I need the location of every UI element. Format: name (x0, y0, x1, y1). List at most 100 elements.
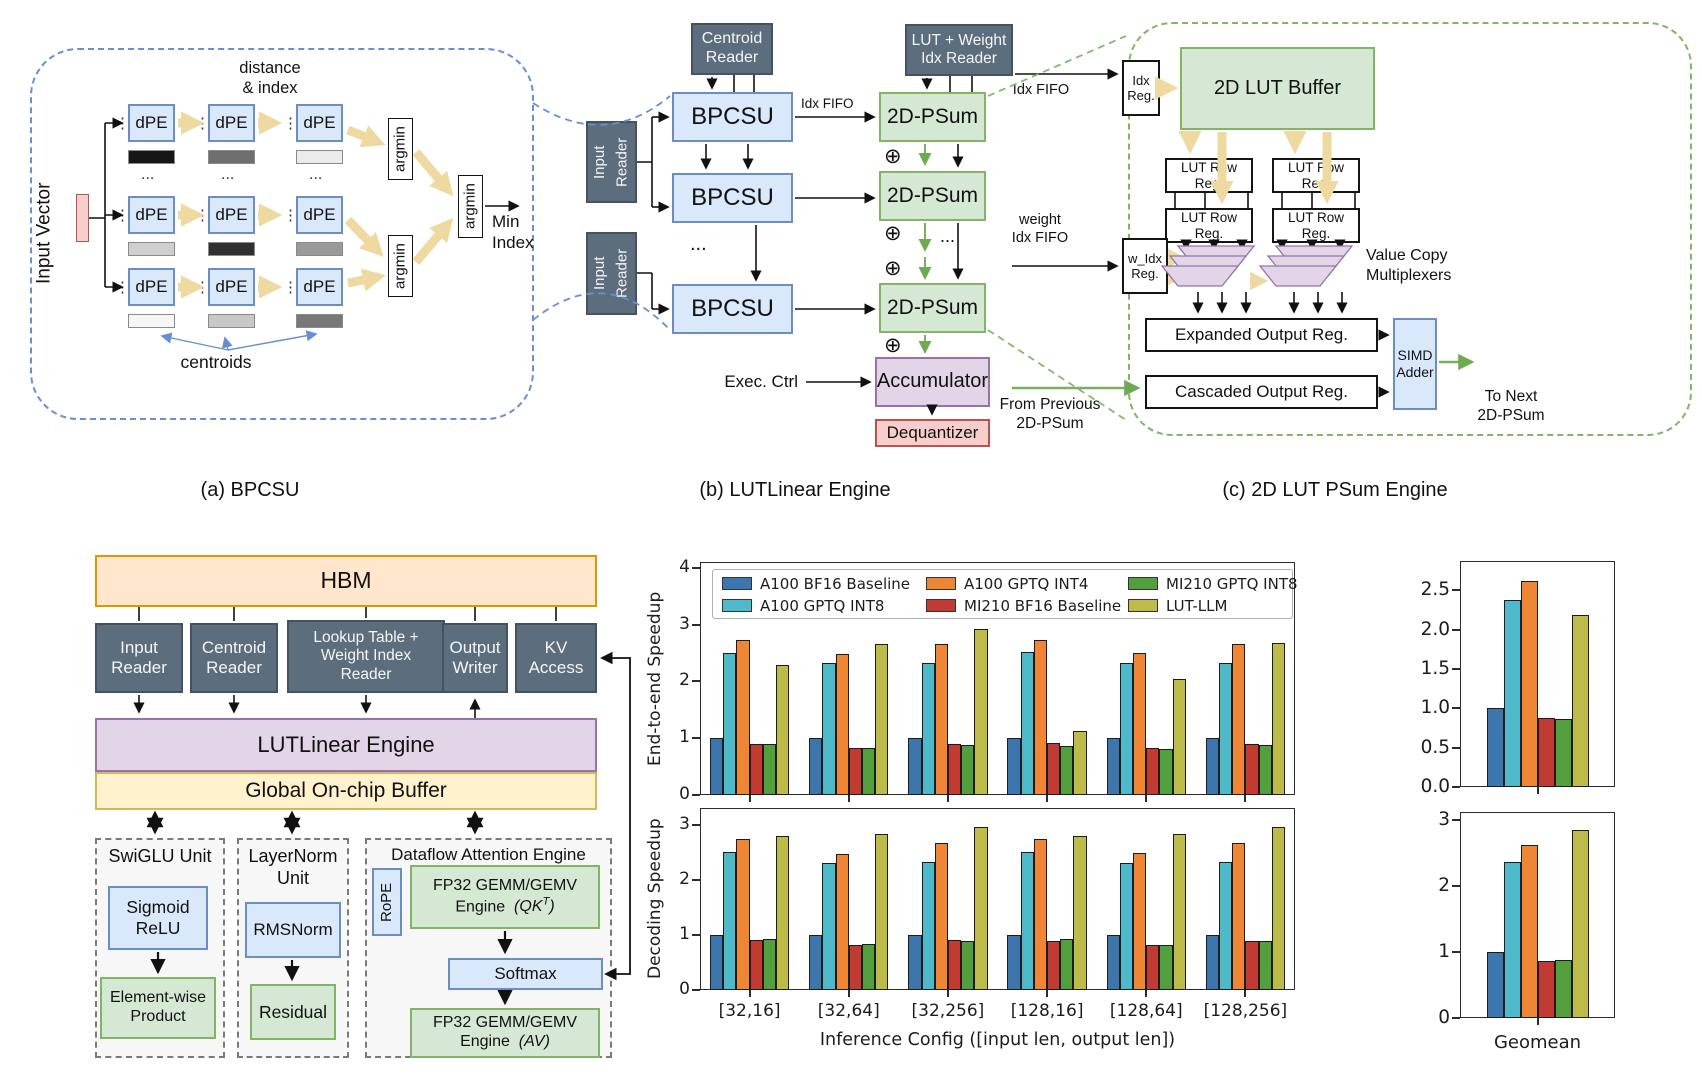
y-tick-label: 1.5 (1420, 657, 1450, 679)
bar (947, 743, 962, 795)
bar (1271, 642, 1285, 795)
soc-reader-line: Output (449, 637, 501, 657)
bar (875, 644, 889, 795)
bpcsu-box-1: BPCSU (672, 92, 793, 142)
centroid-bar (208, 242, 255, 256)
input-reader-box-2: Input Reader (586, 232, 637, 315)
swiglu-title: SwiGLU Unit (108, 846, 212, 866)
bar (1258, 940, 1272, 990)
bar (1119, 862, 1134, 990)
bar (934, 643, 948, 795)
bar (723, 652, 737, 795)
expanded-output-reg-box: Expanded Output Reg. (1145, 318, 1378, 352)
bar (1245, 940, 1259, 990)
bar (1503, 862, 1521, 1018)
bar (875, 834, 889, 990)
bar (1245, 743, 1259, 795)
bar (1060, 746, 1074, 795)
bar (1073, 835, 1087, 990)
y-tick-mark (692, 823, 700, 826)
y-tick-label: 3 (679, 813, 690, 834)
y-tick-mark (1452, 1017, 1460, 1019)
soc-reader-line: Input (120, 637, 158, 657)
bar (1033, 639, 1048, 795)
centroid-bar (296, 150, 343, 164)
x-tick-label: [128,16] (1010, 1001, 1084, 1021)
argmin-box-final: argmin (458, 175, 483, 238)
y-tick-label: 1 (1438, 940, 1450, 962)
soc-reader-line: Reader (111, 658, 167, 677)
bar (961, 940, 975, 990)
soc-reader-line: Access (528, 658, 584, 677)
elementwise-product-box: Element-wise Product (100, 977, 216, 1039)
soc-output-writer-box: Output Writer (442, 623, 508, 693)
argmin-box-1: argmin (388, 118, 413, 180)
x-tick-label: [32,256] (911, 1001, 985, 1021)
dequantizer-box: Dequantizer (875, 419, 990, 447)
legend-label: MI210 BF16 Baseline (964, 597, 1122, 615)
y-tick-mark (692, 794, 700, 796)
y-tick-label: 2 (679, 868, 690, 889)
bar (1537, 960, 1555, 1018)
bar (1007, 934, 1021, 990)
legend-label: A100 GPTQ INT4 (964, 575, 1089, 593)
bar (736, 839, 750, 990)
x-tick-label: [128,256] (1203, 1001, 1288, 1021)
centroids-label: centroids (180, 352, 252, 372)
column-ellipsis: ... (221, 166, 235, 183)
x-tick-label: [32,16] (718, 1001, 781, 1021)
bar (921, 663, 935, 795)
bar (1172, 833, 1186, 990)
bar (1486, 708, 1504, 787)
bar (908, 934, 922, 990)
psum-box-3: 2D-PSum (879, 283, 986, 333)
rope-box: RoPE (372, 868, 402, 936)
bar (1007, 738, 1021, 795)
idx-fifo-label-c: Idx FIFO (1012, 82, 1070, 98)
y-tick-mark (692, 989, 700, 991)
bar (1047, 743, 1061, 795)
x-tick-mark (1046, 990, 1049, 997)
dpe-box: dPE (296, 196, 343, 234)
bar (1205, 738, 1219, 795)
bar (1503, 600, 1521, 787)
argmin-box-2: argmin (388, 235, 413, 297)
y-tick-mark (692, 878, 700, 881)
bar (1232, 842, 1246, 990)
x-tick-mark (946, 990, 949, 997)
bar (1146, 945, 1160, 990)
input-reader-box-1: Input Reader (586, 121, 637, 203)
idx-fifo-label-b: Idx FIFO (801, 96, 854, 111)
y-axis-title: End-to-end Speedup (645, 591, 665, 766)
bar (1205, 934, 1219, 990)
bar (1258, 744, 1272, 795)
vdots-glyph: ⋮ (115, 207, 130, 224)
y-tick-label: 2 (679, 670, 690, 691)
lut-row-reg-a1: LUT Row Reg. (1165, 158, 1253, 193)
centroid-bar (128, 242, 175, 256)
soc-reader-line: Reader (206, 658, 262, 677)
bar (1047, 940, 1061, 990)
vdots-glyph: ⋮ (115, 115, 130, 132)
value-copy-label: Value Copy Multiplexers (1366, 247, 1452, 284)
y-tick-mark (692, 623, 700, 626)
panel-a-border (30, 48, 534, 420)
weight-idx-fifo-label: weight Idx FIFO (1011, 212, 1069, 246)
centroid-bar (128, 150, 175, 164)
dpe-box: dPE (128, 196, 175, 234)
centroid-bar (208, 150, 255, 164)
bar (921, 862, 935, 990)
from-previous-label: From Previous 2D-PSum (999, 396, 1101, 432)
legend-label: LUT-LLM (1166, 597, 1228, 615)
bar (1060, 938, 1074, 990)
centroid-bar (208, 314, 255, 328)
oplus-2: ⊕ (884, 222, 902, 245)
dpe-box: dPE (208, 104, 255, 142)
bar (1219, 662, 1233, 795)
simd-adder-box: SIMD Adder (1393, 318, 1437, 410)
y-tick-label: 2.0 (1420, 618, 1450, 640)
soc-reader-line: KV (544, 637, 568, 657)
y-tick-mark (692, 933, 700, 936)
dpe-box: dPE (128, 104, 175, 142)
bar (1106, 738, 1120, 795)
